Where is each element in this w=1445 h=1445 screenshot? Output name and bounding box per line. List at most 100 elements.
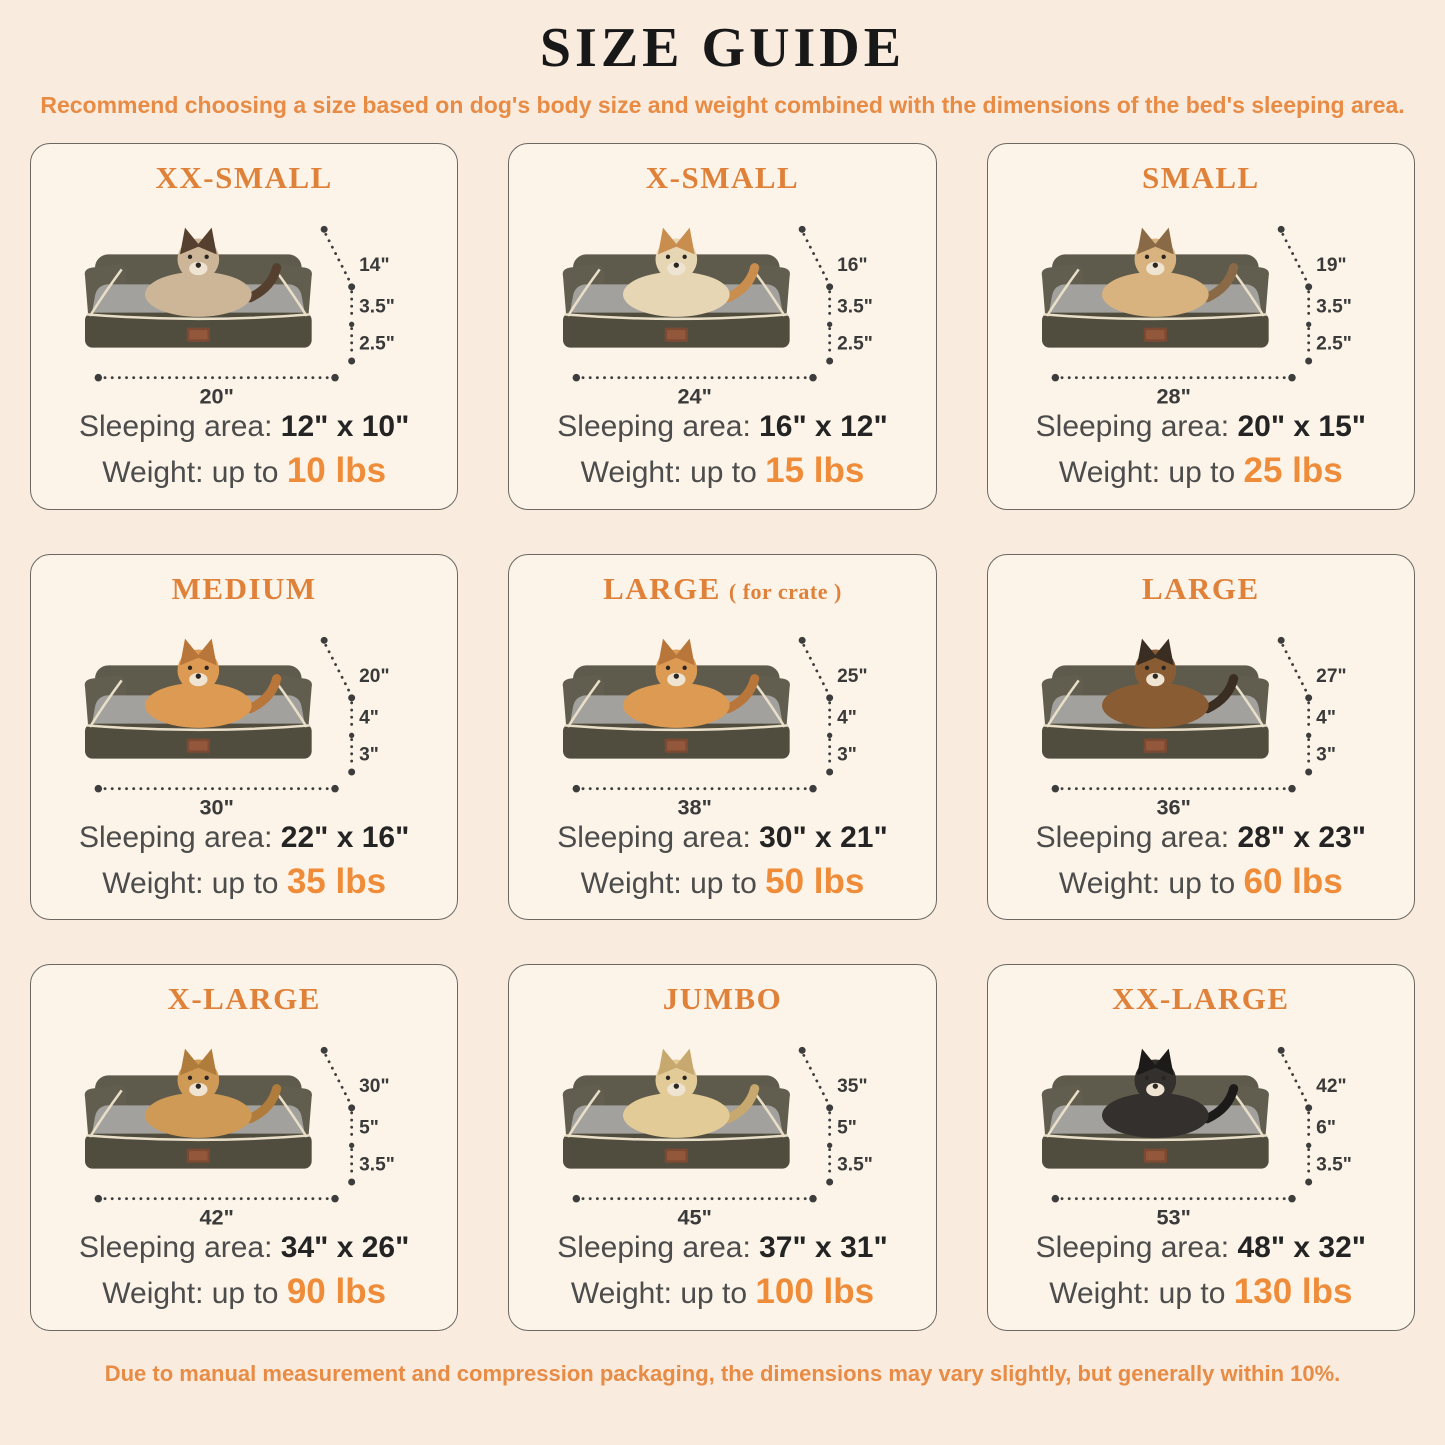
weight-label: Weight: up to — [1058, 866, 1236, 900]
dim-dot — [826, 357, 834, 365]
size-card-title: X-LARGE — [167, 981, 320, 1017]
size-grid: XX-SMALL 14" 3.5" 2.5" 20" Sleeping area… — [30, 143, 1415, 1331]
dim-dot — [809, 373, 818, 382]
dim-dot — [1304, 1104, 1312, 1112]
dimension-annotations: 20" 4" 3" 30" — [94, 636, 390, 817]
dog-bed-icon — [1041, 228, 1268, 348]
dim-dot — [348, 283, 356, 291]
dim-dot — [1304, 1178, 1312, 1186]
dim-dot — [826, 1178, 834, 1186]
bed-illustration: 14" 3.5" 2.5" 20" — [43, 196, 395, 406]
sleeping-area-line: Sleeping area: 48" x 32" — [1036, 1228, 1366, 1267]
sleeping-area-value: 12" x 10" — [280, 410, 410, 443]
sleeping-area-value: 20" x 15" — [1237, 410, 1367, 443]
back-height-label: 30" — [359, 1076, 389, 1097]
back-height-label: 35" — [837, 1076, 867, 1097]
size-card: LARGE 27" 4" 3" 36" Sleeping area: 28" x… — [986, 553, 1415, 920]
dim-dot — [1277, 225, 1285, 233]
weight-label: Weight: up to — [1058, 456, 1236, 489]
dog-bed-icon — [1041, 1049, 1268, 1169]
sleeping-area-line: Sleeping area: 22" x 16" — [79, 818, 409, 857]
dim-dot — [809, 1194, 818, 1203]
dim-dot — [798, 225, 806, 233]
base-height-label: 2.5" — [359, 333, 395, 354]
dim-dot — [320, 1046, 328, 1054]
sleeping-area-value: 34" x 26" — [280, 1231, 410, 1264]
side-height-label: 5" — [359, 1118, 379, 1139]
dim-dot — [331, 784, 339, 792]
dim-dot — [348, 321, 355, 327]
dim-dot — [827, 732, 833, 738]
dim-dot — [1304, 693, 1312, 701]
sleeping-area-label: Sleeping area: — [557, 820, 751, 854]
back-height-label: 42" — [1316, 1076, 1346, 1097]
dim-dot — [1277, 636, 1285, 644]
size-card: SMALL 19" 3.5" 2.5" 28" Sleeping area: 2… — [986, 143, 1415, 510]
diagonal-dotted-line — [324, 1053, 352, 1105]
size-card-title: LARGE ( for crate ) — [603, 571, 842, 607]
dim-dot — [809, 784, 818, 792]
sleeping-area-label: Sleeping area: — [1035, 1231, 1230, 1264]
size-label: X-SMALL — [645, 160, 800, 195]
dog-bed-icon — [85, 228, 312, 348]
dimension-annotations: 42" 6" 3.5" 53" — [1051, 1046, 1352, 1228]
sleeping-area-line: Sleeping area: 16" x 12" — [557, 407, 887, 446]
side-height-label: 4" — [837, 707, 857, 728]
base-height-label: 3" — [837, 744, 857, 765]
back-height-label: 14" — [359, 255, 389, 276]
dim-dot — [826, 693, 834, 701]
size-label: LARGE — [603, 570, 721, 606]
weight-label: Weight: up to — [580, 456, 757, 489]
dimension-annotations: 19" 3.5" 2.5" 28" — [1051, 225, 1352, 406]
page-footnote: Due to manual measurement and compressio… — [104, 1360, 1341, 1386]
weight-line: Weight: up to 10 lbs — [102, 448, 386, 494]
sleeping-area-line: Sleeping area: 30" x 21" — [557, 818, 887, 857]
width-label: 53" — [1156, 1205, 1190, 1228]
dim-dot — [1287, 784, 1296, 792]
base-height-label: 2.5" — [837, 333, 873, 354]
weight-value: 35 lbs — [286, 861, 387, 901]
width-label: 36" — [1156, 794, 1190, 817]
side-height-label: 3.5" — [1316, 297, 1352, 318]
size-label: JUMBO — [662, 981, 783, 1016]
sleeping-area-value: 30" x 21" — [759, 820, 888, 854]
dim-dot — [1304, 768, 1312, 775]
bed-illustration: 42" 6" 3.5" 53" — [1000, 1017, 1352, 1228]
size-card: JUMBO 35" 5" 3.5" 45" Sleeping area: 37"… — [508, 964, 937, 1331]
weight-label: Weight: up to — [1049, 1277, 1226, 1310]
dog-bed-icon — [85, 1049, 312, 1169]
dim-dot — [348, 768, 356, 775]
width-label: 42" — [199, 1205, 233, 1228]
size-card: LARGE ( for crate ) 25" 4" 3" 38" Sleepin… — [508, 553, 937, 920]
size-card: XX-LARGE 42" 6" 3.5" 53" Sleeping area: … — [986, 964, 1415, 1331]
dog-bed-icon — [563, 1049, 790, 1169]
base-height-label: 3" — [1316, 744, 1336, 765]
dim-dot — [1304, 357, 1312, 365]
weight-value: 10 lbs — [286, 451, 387, 490]
size-label: XX-SMALL — [155, 160, 333, 195]
weight-line: Weight: up to 90 lbs — [102, 1269, 386, 1315]
weight-line: Weight: up to 35 lbs — [102, 859, 386, 905]
size-card-title: JUMBO — [663, 981, 782, 1017]
sleeping-area-line: Sleeping area: 12" x 10" — [79, 407, 409, 446]
dimension-annotations: 35" 5" 3.5" 45" — [572, 1046, 873, 1227]
side-height-label: 4" — [359, 707, 379, 728]
dim-dot — [1304, 283, 1312, 291]
weight-label: Weight: up to — [580, 866, 757, 900]
dim-dot — [320, 636, 328, 644]
dim-dot — [348, 1178, 356, 1186]
dim-dot — [331, 373, 339, 382]
dim-dot — [572, 373, 581, 382]
sleeping-area-label: Sleeping area: — [1035, 410, 1230, 443]
weight-line: Weight: up to 130 lbs — [1049, 1269, 1352, 1315]
side-height-label: 3.5" — [359, 297, 395, 318]
size-card-title: MEDIUM — [172, 571, 317, 607]
dimension-annotations: 25" 4" 3" 38" — [572, 636, 868, 817]
dim-dot — [348, 1104, 356, 1112]
dim-dot — [826, 283, 834, 291]
diagonal-dotted-line — [802, 232, 830, 284]
dim-dot — [94, 373, 103, 382]
size-label: LARGE — [1141, 570, 1260, 606]
size-card-title: XX-SMALL — [155, 160, 332, 196]
